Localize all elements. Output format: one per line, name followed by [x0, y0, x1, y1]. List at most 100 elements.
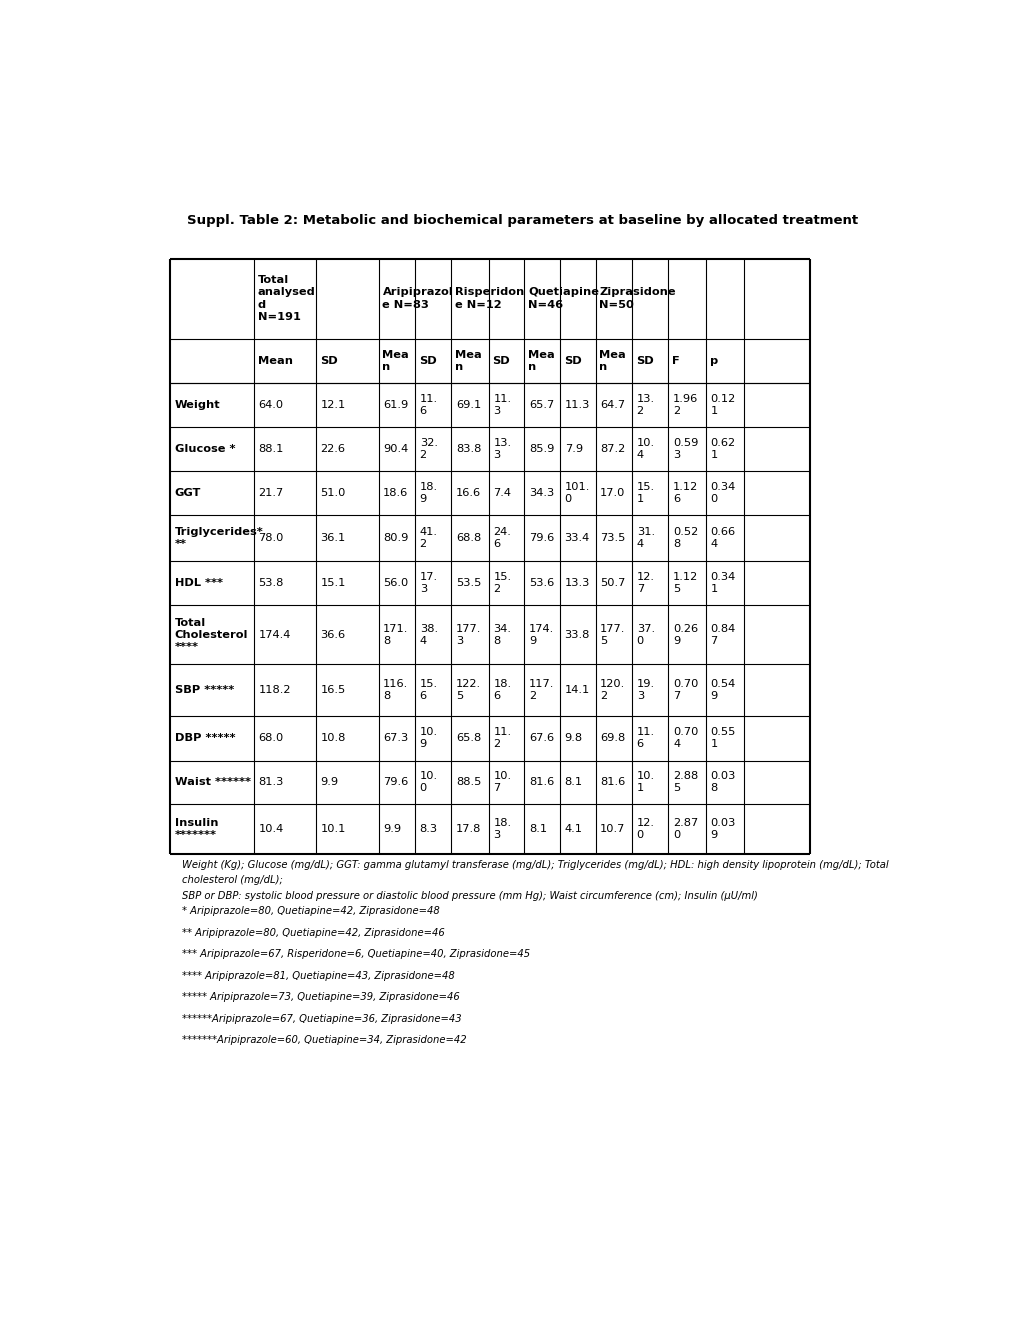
Text: 64.0: 64.0 — [258, 400, 283, 411]
Text: 88.5: 88.5 — [455, 777, 481, 788]
Text: 13.
2: 13. 2 — [636, 395, 654, 416]
Text: 9.9: 9.9 — [383, 824, 401, 834]
Text: DBP *****: DBP ***** — [174, 733, 235, 743]
Text: 18.
9: 18. 9 — [419, 482, 437, 504]
Text: SD: SD — [635, 356, 653, 366]
Text: 18.
3: 18. 3 — [493, 818, 511, 840]
Text: Weight: Weight — [174, 400, 220, 411]
Text: 87.2: 87.2 — [599, 444, 625, 454]
Text: 16.6: 16.6 — [455, 488, 481, 498]
Text: 15.1: 15.1 — [320, 578, 345, 587]
Text: 9.9: 9.9 — [320, 777, 338, 788]
Text: 0.84
7: 0.84 7 — [709, 623, 735, 645]
Text: 0.70
7: 0.70 7 — [673, 678, 698, 701]
Text: 80.9: 80.9 — [383, 533, 409, 543]
Text: 10.
9: 10. 9 — [419, 727, 437, 750]
Text: SD: SD — [492, 356, 510, 366]
Text: 10.
0: 10. 0 — [419, 771, 437, 793]
Text: 10.8: 10.8 — [320, 733, 345, 743]
Text: * Aripiprazole=80, Quetiapine=42, Ziprasidone=48: * Aripiprazole=80, Quetiapine=42, Zipras… — [181, 906, 439, 916]
Text: 16.5: 16.5 — [320, 685, 345, 696]
Text: **** Aripiprazole=81, Quetiapine=43, Ziprasidone=48: **** Aripiprazole=81, Quetiapine=43, Zip… — [181, 970, 454, 981]
Text: SD: SD — [319, 356, 337, 366]
Text: 1.12
5: 1.12 5 — [673, 572, 698, 594]
Text: 81.3: 81.3 — [258, 777, 283, 788]
Text: 7.9: 7.9 — [565, 444, 582, 454]
Text: 78.0: 78.0 — [258, 533, 283, 543]
Text: F: F — [672, 356, 680, 366]
Text: 17.
3: 17. 3 — [419, 572, 437, 594]
Text: 9.8: 9.8 — [565, 733, 582, 743]
Text: Quetiapine
N=46: Quetiapine N=46 — [528, 288, 598, 310]
Text: 65.7: 65.7 — [529, 400, 553, 411]
Text: 33.4: 33.4 — [565, 533, 589, 543]
Text: *** Aripiprazole=67, Risperidone=6, Quetiapine=40, Ziprasidone=45: *** Aripiprazole=67, Risperidone=6, Quet… — [181, 949, 529, 960]
Text: 11.
6: 11. 6 — [636, 727, 654, 750]
Text: 101.
0: 101. 0 — [565, 482, 589, 504]
Text: Mea
n: Mea n — [454, 350, 482, 372]
Text: 10.
4: 10. 4 — [636, 438, 654, 461]
Text: Ziprasidone
N=50: Ziprasidone N=50 — [599, 288, 676, 310]
Text: 177.
5: 177. 5 — [599, 623, 625, 645]
Text: 24.
6: 24. 6 — [493, 527, 511, 549]
Text: 88.1: 88.1 — [258, 444, 283, 454]
Text: 1.96
2: 1.96 2 — [673, 395, 698, 416]
Text: 0.62
1: 0.62 1 — [709, 438, 735, 461]
Text: 12.
0: 12. 0 — [636, 818, 654, 840]
Text: 32.
2: 32. 2 — [419, 438, 437, 461]
Text: 36.6: 36.6 — [320, 630, 345, 640]
Text: 33.8: 33.8 — [565, 630, 589, 640]
Text: 8.3: 8.3 — [419, 824, 437, 834]
Text: 10.4: 10.4 — [258, 824, 283, 834]
Text: 90.4: 90.4 — [383, 444, 408, 454]
Text: SD: SD — [564, 356, 581, 366]
Text: *******Aripiprazole=60, Quetiapine=34, Ziprasidone=42: *******Aripiprazole=60, Quetiapine=34, Z… — [181, 1035, 466, 1045]
Text: 8.1: 8.1 — [565, 777, 582, 788]
Text: 50.7: 50.7 — [599, 578, 625, 587]
Text: 34.
8: 34. 8 — [493, 623, 511, 645]
Text: 19.
3: 19. 3 — [636, 678, 654, 701]
Text: 64.7: 64.7 — [599, 400, 625, 411]
Text: 73.5: 73.5 — [599, 533, 625, 543]
Text: ** Aripiprazole=80, Quetiapine=42, Ziprasidone=46: ** Aripiprazole=80, Quetiapine=42, Zipra… — [181, 928, 444, 937]
Text: Mea
n: Mea n — [599, 350, 626, 372]
Text: 79.6: 79.6 — [383, 777, 408, 788]
Text: 10.1: 10.1 — [320, 824, 345, 834]
Text: Mea
n: Mea n — [382, 350, 409, 372]
Text: 10.7: 10.7 — [599, 824, 625, 834]
Text: Aripiprazol
e N=83: Aripiprazol e N=83 — [382, 288, 452, 310]
Text: 12.1: 12.1 — [320, 400, 345, 411]
Text: 0.59
3: 0.59 3 — [673, 438, 698, 461]
Text: SBP *****: SBP ***** — [174, 685, 233, 696]
Text: 174.4: 174.4 — [258, 630, 290, 640]
Text: 13.3: 13.3 — [565, 578, 589, 587]
Text: Mean: Mean — [258, 356, 292, 366]
Text: 0.12
1: 0.12 1 — [709, 395, 735, 416]
Text: Total
Cholesterol
****: Total Cholesterol **** — [174, 618, 248, 652]
Text: 67.6: 67.6 — [529, 733, 553, 743]
Text: 56.0: 56.0 — [383, 578, 408, 587]
Text: 8.1: 8.1 — [529, 824, 546, 834]
Text: 0.52
8: 0.52 8 — [673, 527, 698, 549]
Text: 36.1: 36.1 — [320, 533, 345, 543]
Text: 34.3: 34.3 — [529, 488, 553, 498]
Text: 65.8: 65.8 — [455, 733, 481, 743]
Text: 0.34
0: 0.34 0 — [709, 482, 735, 504]
Text: 1.12
6: 1.12 6 — [673, 482, 698, 504]
Text: 67.3: 67.3 — [383, 733, 408, 743]
Text: ***** Aripiprazole=73, Quetiapine=39, Ziprasidone=46: ***** Aripiprazole=73, Quetiapine=39, Zi… — [181, 993, 459, 1002]
Text: 21.7: 21.7 — [258, 488, 283, 498]
Text: 69.1: 69.1 — [455, 400, 481, 411]
Text: 7.4: 7.4 — [493, 488, 511, 498]
Text: 68.8: 68.8 — [455, 533, 481, 543]
Text: 37.
0: 37. 0 — [636, 623, 654, 645]
Text: 0.26
9: 0.26 9 — [673, 623, 698, 645]
Text: Triglycerides*
**: Triglycerides* ** — [174, 527, 263, 549]
Text: 14.1: 14.1 — [565, 685, 589, 696]
Text: Suppl. Table 2: Metabolic and biochemical parameters at baseline by allocated tr: Suppl. Table 2: Metabolic and biochemica… — [187, 214, 857, 227]
Text: 0.54
9: 0.54 9 — [709, 678, 735, 701]
Text: 53.5: 53.5 — [455, 578, 481, 587]
Text: 53.8: 53.8 — [258, 578, 283, 587]
Text: 118.2: 118.2 — [258, 685, 290, 696]
Text: 15.
2: 15. 2 — [493, 572, 511, 594]
